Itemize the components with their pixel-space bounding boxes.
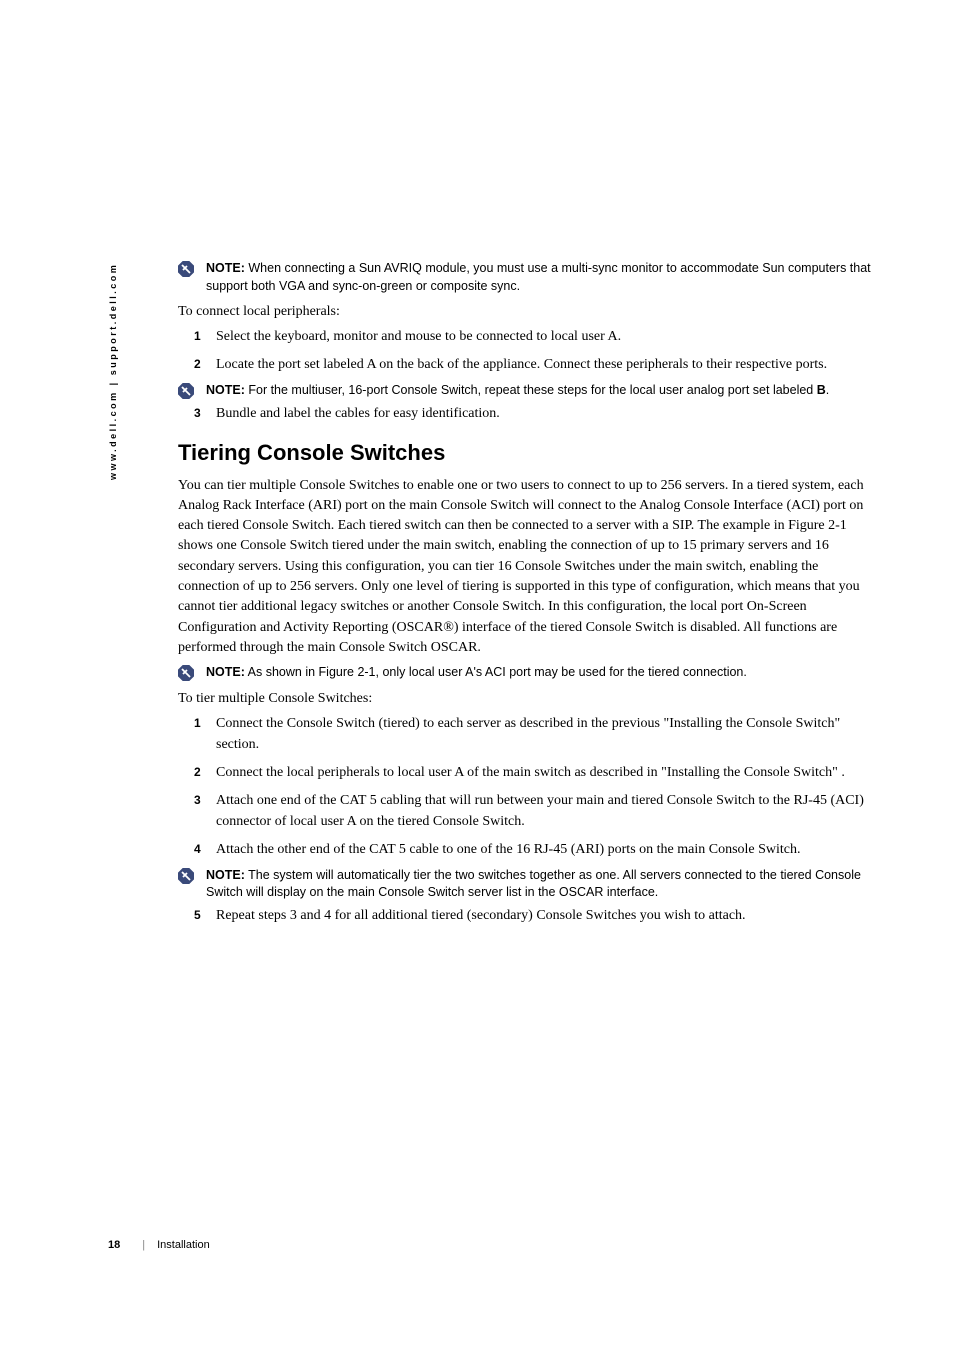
main-paragraph: You can tier multiple Console Switches t… [178, 476, 873, 659]
tiering-list-cont: 5 Repeat steps 3 and 4 for all additiona… [178, 905, 873, 926]
list-number: 5 [194, 906, 201, 924]
note-icon [178, 261, 194, 277]
list-number: 2 [194, 355, 201, 373]
note-content: As shown in Figure 2-1, only local user … [245, 665, 747, 679]
list-text: Locate the port set labeled A on the bac… [216, 357, 827, 372]
note-2: NOTE: For the multiuser, 16-port Console… [178, 382, 873, 400]
note-4: NOTE: The system will automatically tier… [178, 867, 873, 902]
note-label: NOTE: [206, 665, 245, 679]
list-item: 5 Repeat steps 3 and 4 for all additiona… [216, 905, 873, 926]
footer-section-name: Installation [157, 1239, 210, 1251]
note-1-text: NOTE: When connecting a Sun AVRIQ module… [206, 260, 873, 295]
note-content-2: . [826, 383, 829, 397]
note-content: When connecting a Sun AVRIQ module, you … [206, 261, 871, 293]
list-item: 3 Attach one end of the CAT 5 cabling th… [216, 790, 873, 832]
note-3-text: NOTE: As shown in Figure 2-1, only local… [206, 664, 747, 682]
list-item: 1 Select the keyboard, monitor and mouse… [216, 326, 873, 347]
list-number: 1 [194, 327, 201, 345]
note-2-text: NOTE: For the multiuser, 16-port Console… [206, 382, 829, 400]
intro-text-1: To connect local peripherals: [178, 301, 873, 322]
list-number: 3 [194, 404, 201, 422]
side-url-text: www.dell.com | support.dell.com [108, 260, 122, 480]
note-label: NOTE: [206, 261, 245, 275]
page-number: 18 [108, 1239, 120, 1251]
list-number: 1 [194, 714, 201, 732]
list-text: Repeat steps 3 and 4 for all additional … [216, 908, 746, 923]
list-text: Select the keyboard, monitor and mouse t… [216, 329, 621, 344]
intro-text-2: To tier multiple Console Switches: [178, 688, 873, 709]
list-text: Connect the local peripherals to local u… [216, 765, 845, 780]
list-text: Bundle and label the cables for easy ide… [216, 406, 500, 421]
list-number: 3 [194, 791, 201, 809]
list-item: 4 Attach the other end of the CAT 5 cabl… [216, 839, 873, 860]
peripherals-list: 1 Select the keyboard, monitor and mouse… [178, 326, 873, 375]
note-icon [178, 383, 194, 399]
list-text: Attach one end of the CAT 5 cabling that… [216, 793, 864, 829]
list-item: 1 Connect the Console Switch (tiered) to… [216, 713, 873, 755]
list-item: 2 Connect the local peripherals to local… [216, 762, 873, 783]
list-number: 4 [194, 840, 201, 858]
list-item: 2 Locate the port set labeled A on the b… [216, 354, 873, 375]
list-text: Connect the Console Switch (tiered) to e… [216, 716, 840, 752]
note-label: NOTE: [206, 383, 245, 397]
list-number: 2 [194, 763, 201, 781]
note-4-text: NOTE: The system will automatically tier… [206, 867, 873, 902]
list-item: 3 Bundle and label the cables for easy i… [216, 403, 873, 424]
list-text: Attach the other end of the CAT 5 cable … [216, 842, 801, 857]
page-content: NOTE: When connecting a Sun AVRIQ module… [178, 260, 873, 933]
page-footer: 18 | Installation [108, 1239, 210, 1251]
note-icon [178, 868, 194, 884]
note-3: NOTE: As shown in Figure 2-1, only local… [178, 664, 873, 682]
note-1: NOTE: When connecting a Sun AVRIQ module… [178, 260, 873, 295]
peripherals-list-cont: 3 Bundle and label the cables for easy i… [178, 403, 873, 424]
footer-divider: | [142, 1239, 145, 1251]
tiering-list: 1 Connect the Console Switch (tiered) to… [178, 713, 873, 860]
note-content-1: For the multiuser, 16-port Console Switc… [245, 383, 817, 397]
bold-letter: B [817, 383, 826, 397]
section-heading: Tiering Console Switches [178, 440, 873, 466]
note-content: The system will automatically tier the t… [206, 868, 861, 900]
note-label: NOTE: [206, 868, 245, 882]
note-icon [178, 665, 194, 681]
